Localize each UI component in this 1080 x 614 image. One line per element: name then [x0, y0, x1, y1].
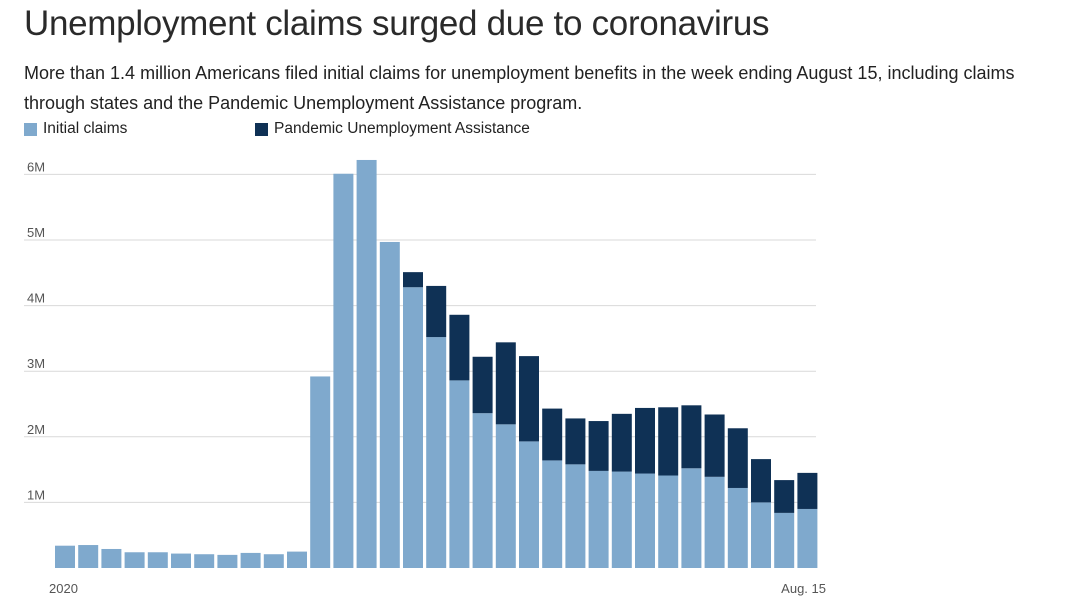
bar-pua — [403, 272, 423, 288]
bar-initial-claims — [379, 241, 400, 568]
bar-pua — [542, 408, 563, 461]
bar-pua — [727, 428, 748, 488]
bar-initial-claims — [449, 380, 470, 568]
y-tick-label: 3M — [27, 356, 45, 371]
bar-pua — [797, 472, 818, 509]
bar-initial-claims — [658, 475, 679, 568]
bar-initial-claims — [171, 553, 191, 568]
bar-initial-claims — [681, 468, 702, 568]
legend-label-initial-claims: Initial claims — [43, 120, 128, 137]
bar-initial-claims — [751, 502, 771, 568]
bar-initial-claims — [287, 551, 307, 568]
bar-initial-claims — [263, 554, 284, 568]
bar-initial-claims — [55, 545, 75, 568]
bar-pua — [449, 314, 470, 381]
bar-initial-claims — [727, 487, 748, 568]
bar-pua — [588, 421, 609, 471]
bar-pua — [519, 356, 539, 442]
y-tick-label: 6M — [27, 159, 45, 174]
bar-initial-claims — [310, 376, 331, 568]
legend-item-initial-claims: Initial claims — [24, 120, 127, 138]
bar-initial-claims — [635, 473, 655, 568]
bar-initial-claims — [495, 424, 516, 568]
bar-pua — [635, 407, 655, 474]
bar-initial-claims — [101, 548, 122, 568]
y-axis-tick-labels: 1M 2M 3M 4M 5M 6M — [27, 159, 45, 502]
bar-pua — [658, 407, 679, 476]
y-tick-label: 1M — [27, 487, 45, 502]
y-tick-label: 2M — [27, 422, 45, 437]
bar-initial-claims — [124, 552, 145, 568]
bar-initial-claims — [542, 460, 563, 568]
bars — [55, 159, 818, 568]
bar-initial-claims — [774, 512, 795, 568]
bar-initial-claims — [78, 545, 99, 568]
y-tick-label: 4M — [27, 291, 45, 306]
bar-initial-claims — [194, 554, 215, 568]
bar-pua — [611, 413, 632, 472]
bar-pua — [495, 342, 516, 425]
bar-initial-claims — [217, 554, 238, 568]
x-axis-tick-labels: 2020 Aug. 15 — [49, 581, 826, 596]
legend-label-pua: Pandemic Unemployment Assistance — [274, 120, 530, 137]
bar-initial-claims — [333, 173, 354, 568]
bar-initial-claims — [240, 552, 261, 568]
bar-pua — [426, 285, 447, 338]
bar-initial-claims — [588, 470, 609, 568]
bar-initial-claims — [472, 413, 493, 568]
bar-initial-claims — [611, 471, 632, 568]
chart-subtitle: More than 1.4 million Americans filed in… — [24, 63, 1015, 113]
bar-pua — [681, 405, 702, 469]
y-tick-label: 5M — [27, 225, 45, 240]
bar-initial-claims — [356, 159, 377, 568]
bar-initial-claims — [565, 464, 586, 568]
legend-item-pua: Pandemic Unemployment Assistance — [255, 120, 530, 138]
legend-swatch-initial-claims — [24, 122, 37, 136]
x-tick-label-end: Aug. 15 — [781, 581, 826, 596]
legend-swatch-pua — [255, 122, 268, 136]
bar-pua — [565, 418, 586, 465]
bar-initial-claims — [147, 552, 168, 568]
bar-pua — [774, 480, 795, 513]
bar-initial-claims — [519, 441, 539, 568]
chart-title: Unemployment claims surged due to corona… — [24, 4, 770, 43]
bar-pua — [751, 459, 771, 503]
bar-initial-claims — [797, 508, 818, 568]
bar-pua — [704, 414, 725, 477]
x-tick-label-start: 2020 — [49, 581, 78, 596]
bar-initial-claims — [403, 287, 423, 568]
bar-initial-claims — [426, 337, 447, 568]
bar-initial-claims — [704, 476, 725, 568]
bar-pua — [472, 356, 493, 414]
